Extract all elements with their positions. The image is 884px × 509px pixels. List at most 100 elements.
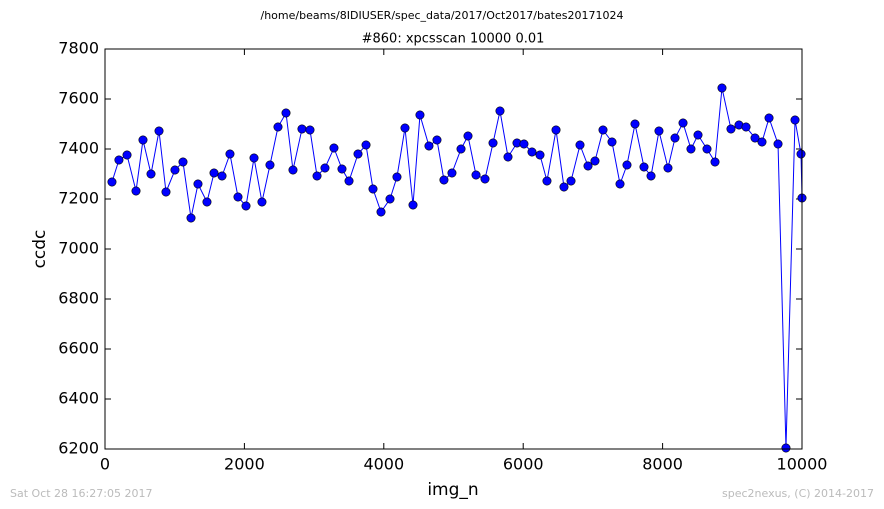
data-point (702, 144, 712, 154)
data-point (337, 164, 347, 174)
x-tick-label: 8000 (642, 455, 683, 474)
data-point (773, 139, 783, 149)
data-point (796, 149, 806, 159)
y-tick-label: 7600 (58, 89, 99, 108)
x-axis-label: img_n (427, 480, 478, 500)
data-point (217, 171, 227, 181)
y-tick-label: 6400 (58, 389, 99, 408)
data-point (495, 106, 505, 116)
data-point (138, 135, 148, 145)
data-point (646, 171, 656, 181)
data-point (408, 200, 418, 210)
data-point (225, 149, 235, 159)
data-point (781, 443, 791, 453)
chart-title: #860: xpcsscan 10000 0.01 (362, 32, 545, 47)
data-point (757, 137, 767, 147)
data-point (535, 150, 545, 160)
data-point (257, 197, 267, 207)
y-tick-label: 7800 (58, 39, 99, 58)
data-point (161, 187, 171, 197)
data-point (447, 168, 457, 178)
data-point (559, 182, 569, 192)
data-point (622, 160, 632, 170)
data-point (154, 126, 164, 136)
data-point (717, 83, 727, 93)
data-point (353, 149, 363, 159)
data-point (392, 172, 402, 182)
data-point (566, 176, 576, 186)
data-point (630, 119, 640, 129)
data-point (519, 139, 529, 149)
data-point (654, 126, 664, 136)
x-tick-label: 4000 (363, 455, 404, 474)
data-point (241, 201, 251, 211)
y-tick-label: 7000 (58, 239, 99, 258)
y-tick-label: 6800 (58, 289, 99, 308)
data-point (663, 163, 673, 173)
data-point (710, 157, 720, 167)
footer-right: spec2nexus, (C) 2014-2017 (722, 487, 874, 500)
data-point (146, 169, 156, 179)
data-point (305, 125, 315, 135)
y-tick-label: 7200 (58, 189, 99, 208)
x-tick-label: 6000 (503, 455, 544, 474)
data-point (265, 160, 275, 170)
y-tick-label: 6200 (58, 439, 99, 458)
data-point (297, 124, 307, 134)
data-point (542, 176, 552, 186)
data-point (249, 153, 259, 163)
data-point (503, 152, 513, 162)
data-point (385, 194, 395, 204)
data-point (480, 174, 490, 184)
data-point (107, 177, 117, 187)
data-point (114, 155, 124, 165)
data-point (670, 133, 680, 143)
data-point (598, 125, 608, 135)
suptitle: /home/beams/8IDIUSER/spec_data/2017/Oct2… (261, 9, 624, 22)
data-point (376, 207, 386, 217)
data-point (122, 150, 132, 160)
data-point (615, 179, 625, 189)
data-point (439, 175, 449, 185)
data-point (463, 131, 473, 141)
data-point (456, 144, 466, 154)
y-tick-label: 6600 (58, 339, 99, 358)
data-point (178, 157, 188, 167)
data-point (361, 140, 371, 150)
data-point (193, 179, 203, 189)
data-point (693, 130, 703, 140)
x-tick-label: 10000 (777, 455, 828, 474)
data-point (415, 110, 425, 120)
data-point (400, 123, 410, 133)
data-point (432, 135, 442, 145)
data-point (686, 144, 696, 154)
y-axis-label: ccdc (30, 230, 50, 269)
data-point (202, 197, 212, 207)
data-point (639, 162, 649, 172)
data-point (471, 170, 481, 180)
plot-frame (104, 48, 803, 450)
data-point (488, 138, 498, 148)
data-point (312, 171, 322, 181)
data-point (678, 118, 688, 128)
data-point (575, 140, 585, 150)
data-point (790, 115, 800, 125)
data-point (170, 165, 180, 175)
data-point (320, 163, 330, 173)
data-point (583, 161, 593, 171)
y-tick-label: 7400 (58, 139, 99, 158)
data-point (764, 113, 774, 123)
data-point (551, 125, 561, 135)
data-point (590, 156, 600, 166)
data-point (186, 213, 196, 223)
data-point (281, 108, 291, 118)
x-tick-label: 2000 (224, 455, 265, 474)
data-point (424, 141, 434, 151)
data-point (273, 122, 283, 132)
data-point (368, 184, 378, 194)
data-point (233, 192, 243, 202)
data-point (209, 168, 219, 178)
data-point (329, 143, 339, 153)
data-point (750, 133, 760, 143)
